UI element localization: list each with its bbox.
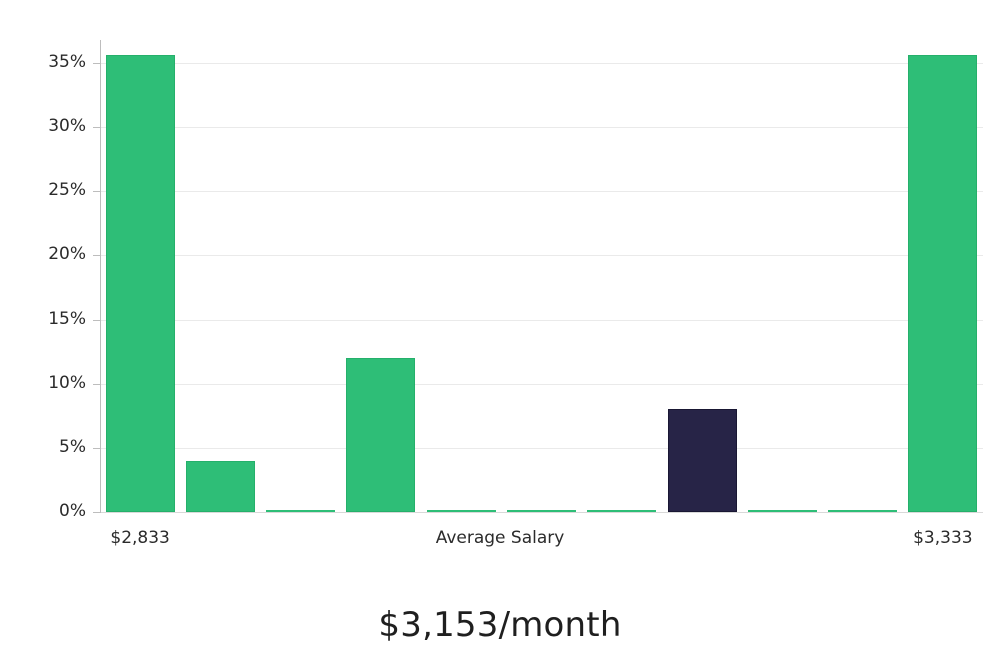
- bar-1[interactable]: [185, 460, 255, 512]
- bar-6[interactable]: [587, 510, 657, 512]
- gridline-25%: [100, 191, 983, 193]
- y-tick-mark-30%: [93, 127, 101, 129]
- y-tick-label: 30%: [48, 116, 86, 137]
- y-tick-label: 5%: [59, 436, 86, 457]
- bar-0[interactable]: [105, 55, 175, 512]
- y-tick-mark-5%: [93, 447, 101, 449]
- gridline-5%: [100, 447, 983, 449]
- bar-2[interactable]: [266, 510, 336, 512]
- x-axis-title: Average Salary: [435, 528, 565, 548]
- bar-3[interactable]: [346, 358, 416, 512]
- y-axis-spine: [100, 40, 101, 513]
- x-axis-baseline: [100, 512, 983, 513]
- gridline-20%: [100, 255, 983, 257]
- plot-area: [100, 40, 983, 512]
- bar-5[interactable]: [506, 510, 576, 512]
- y-tick-label: 15%: [48, 308, 86, 329]
- y-tick-label: 20%: [48, 244, 86, 265]
- bar-4[interactable]: [426, 510, 496, 512]
- y-tick-mark-35%: [93, 63, 101, 65]
- y-tick-label: 0%: [59, 501, 86, 521]
- gridline-30%: [100, 127, 983, 129]
- x-tick-label-0: $2,833: [110, 528, 170, 548]
- y-tick-mark-10%: [93, 383, 101, 385]
- gridline-10%: [100, 383, 983, 385]
- bar-10[interactable]: [908, 55, 978, 512]
- bar-9[interactable]: [828, 510, 898, 512]
- y-tick-mark-0%: [93, 512, 101, 513]
- y-tick-mark-15%: [93, 319, 101, 321]
- chart-caption: $3,153/month: [378, 605, 622, 645]
- y-tick-mark-20%: [93, 255, 101, 257]
- y-tick-label: 25%: [48, 180, 86, 201]
- y-tick-label: 10%: [48, 372, 86, 393]
- gridline-15%: [100, 319, 983, 321]
- gridline-35%: [100, 63, 983, 65]
- y-tick-label: 35%: [48, 52, 86, 73]
- x-tick-label-10: $3,333: [913, 528, 973, 548]
- y-tick-mark-25%: [93, 191, 101, 193]
- bars-layer: [100, 40, 983, 512]
- bar-7[interactable]: [667, 409, 737, 512]
- bar-8[interactable]: [747, 510, 817, 512]
